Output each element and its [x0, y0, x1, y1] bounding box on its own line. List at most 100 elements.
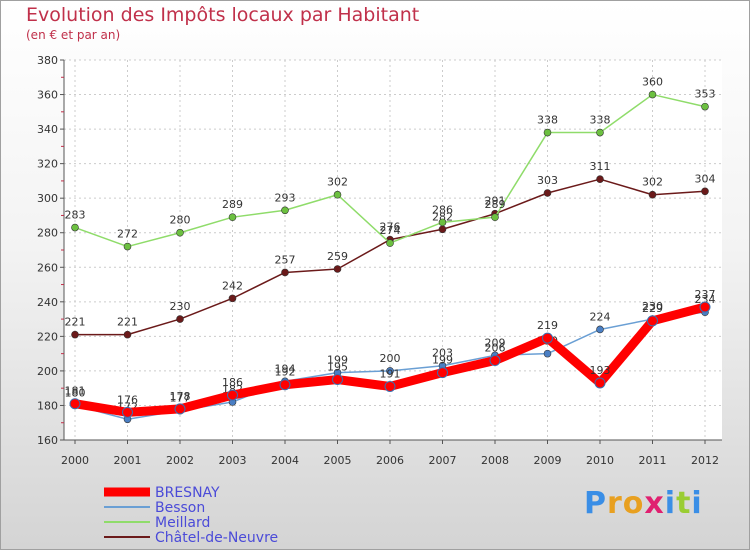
data-point	[543, 189, 552, 197]
y-tick-label: 240	[37, 296, 58, 309]
data-point	[438, 218, 447, 227]
chart-subtitle: (en € et par an)	[26, 28, 121, 42]
data-point	[699, 301, 711, 313]
data-point	[701, 187, 709, 196]
data-point	[71, 223, 79, 232]
y-tick-label: 300	[37, 192, 58, 205]
data-point	[386, 239, 394, 247]
data-point	[332, 374, 343, 386]
data-point	[281, 206, 289, 215]
data-label: 200	[380, 352, 401, 365]
data-point	[596, 175, 604, 183]
x-tick-label: 2009	[534, 454, 562, 467]
data-label: 338	[537, 114, 558, 127]
data-point	[122, 406, 133, 418]
data-label: 203	[432, 347, 453, 360]
x-tick-label: 2004	[271, 454, 299, 467]
data-point	[437, 367, 448, 379]
y-tick-label: 380	[37, 54, 58, 67]
data-point	[594, 377, 606, 389]
data-label: 353	[695, 88, 716, 101]
data-label: 221	[65, 316, 86, 329]
data-label: 272	[117, 228, 138, 241]
data-label: 302	[327, 176, 348, 189]
x-tick-label: 2006	[376, 454, 404, 467]
data-label: 291	[485, 195, 506, 208]
data-point	[596, 128, 604, 137]
chart-title: Evolution des Impôts locaux par Habitant	[26, 4, 420, 26]
data-point	[384, 380, 396, 392]
data-point	[228, 213, 237, 221]
data-point	[228, 294, 237, 303]
data-label: 177	[170, 392, 191, 405]
data-label: 230	[170, 300, 191, 313]
x-tick-label: 2001	[114, 454, 142, 467]
data-point	[176, 228, 184, 237]
data-label: 293	[275, 191, 296, 204]
x-tick-label: 2007	[429, 454, 457, 467]
data-label: 230	[642, 300, 663, 313]
y-tick-label: 340	[37, 123, 58, 136]
data-label: 303	[537, 174, 558, 187]
data-label: 191	[380, 367, 401, 380]
data-label: 257	[275, 253, 296, 266]
logo-letter: i	[664, 486, 677, 521]
data-point	[333, 190, 342, 199]
data-label: 199	[432, 354, 453, 367]
data-point	[123, 330, 132, 339]
data-label: 224	[590, 310, 611, 323]
data-label: 193	[590, 364, 611, 377]
logo-letter: x	[644, 486, 665, 521]
data-point	[542, 332, 553, 344]
x-tick-label: 2003	[219, 454, 247, 467]
logo-letter: o	[622, 486, 645, 521]
data-point	[71, 330, 79, 339]
data-point	[648, 190, 657, 199]
x-tick-label: 2012	[691, 454, 719, 467]
data-label: 209	[485, 336, 506, 349]
y-tick-label: 260	[37, 261, 58, 274]
data-label: 304	[695, 172, 716, 185]
data-label: 219	[537, 319, 558, 332]
y-tick-label: 180	[37, 399, 58, 412]
data-point	[491, 213, 499, 221]
data-label: 276	[380, 221, 401, 234]
data-point	[596, 325, 604, 334]
data-label: 286	[432, 203, 453, 216]
data-point	[123, 242, 132, 251]
y-tick-label: 200	[37, 365, 58, 378]
data-label: 360	[642, 76, 663, 89]
data-label: 229	[642, 302, 663, 315]
x-tick-label: 2008	[481, 454, 509, 467]
x-tick-label: 2010	[586, 454, 614, 467]
x-tick-label: 2011	[639, 454, 667, 467]
data-label: 289	[485, 198, 506, 211]
legend-label: BRESNAY	[155, 485, 220, 501]
data-point	[69, 398, 81, 410]
data-label: 176	[117, 393, 138, 406]
data-label: 199	[327, 354, 348, 367]
data-label: 282	[432, 210, 453, 223]
data-label: 280	[170, 214, 191, 227]
data-point	[386, 367, 394, 375]
data-point	[701, 102, 709, 111]
data-label: 311	[590, 160, 611, 173]
legend-label: Besson	[155, 500, 205, 516]
legend-label: Meillard	[155, 515, 210, 531]
logo-letter: P	[584, 486, 607, 521]
data-label: 195	[327, 361, 348, 374]
y-tick-label: 220	[37, 330, 58, 343]
data-point	[647, 315, 658, 327]
logo-letter: i	[691, 486, 703, 521]
y-tick-label: 360	[37, 89, 58, 102]
data-point	[438, 225, 447, 234]
data-point	[176, 315, 184, 323]
data-label: 283	[65, 209, 86, 222]
data-label: 180	[65, 386, 86, 399]
data-label: 194	[275, 362, 296, 375]
data-point	[543, 349, 552, 358]
logo-letter: r	[607, 486, 623, 521]
data-label: 242	[222, 279, 243, 292]
data-label: 274	[380, 224, 401, 237]
